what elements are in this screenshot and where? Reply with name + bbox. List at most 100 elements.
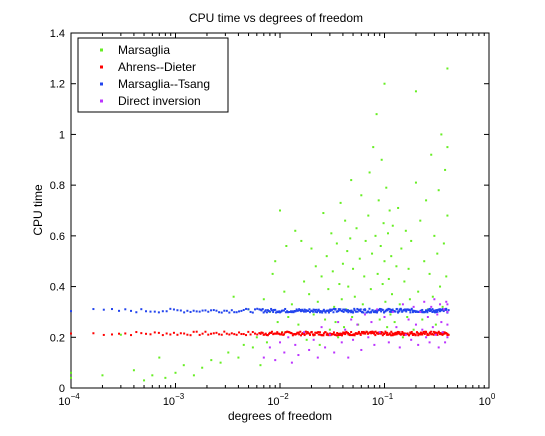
x-axis-label: degrees of freedom [228,409,332,423]
data-point-ahrens-dieter [204,330,207,333]
data-point-marsaglia-tsang [350,311,353,314]
data-point-marsaglia [305,338,308,341]
data-point-ahrens-dieter [394,331,397,334]
data-point-ahrens-dieter [149,333,152,336]
data-point-marsaglia-tsang [92,308,95,311]
x-tick-exponent: −2 [280,392,290,401]
data-point-ahrens-dieter [259,332,262,335]
data-point-marsaglia [439,285,442,288]
data-point-marsaglia-tsang [352,311,355,314]
data-point-marsaglia [349,237,352,240]
data-point-marsaglia [381,283,384,286]
data-point-marsaglia-tsang [398,310,401,313]
data-point-direct-inversion [446,336,449,339]
legend-marker [100,48,103,52]
data-point-ahrens-dieter [347,333,350,336]
data-point-ahrens-dieter [380,332,383,335]
data-point-marsaglia-tsang [331,308,334,311]
data-point-direct-inversion [376,308,379,311]
data-point-ahrens-dieter [102,333,105,336]
data-point-ahrens-dieter [220,333,223,336]
data-point-marsaglia-tsang [380,308,383,311]
data-point-marsaglia-tsang [348,310,351,313]
data-point-marsaglia-tsang [337,310,340,313]
data-point-ahrens-dieter [336,332,339,335]
data-point-marsaglia [377,199,380,202]
data-point-ahrens-dieter [266,334,269,337]
data-point-marsaglia-tsang [435,309,438,312]
data-point-ahrens-dieter [440,332,443,335]
data-point-direct-inversion [370,321,373,324]
data-point-direct-inversion [417,343,420,346]
data-point-marsaglia-tsang [399,308,402,311]
data-point-ahrens-dieter [439,333,442,336]
data-point-marsaglia [343,326,346,329]
data-point-marsaglia-tsang [245,307,248,310]
data-point-direct-inversion [445,300,448,303]
data-point-marsaglia-tsang [312,308,315,311]
data-point-marsaglia-tsang [332,311,335,314]
data-point-ahrens-dieter [307,332,310,335]
data-point-marsaglia-tsang [433,311,436,314]
data-point-marsaglia-tsang [218,311,221,314]
data-point-ahrens-dieter [210,332,213,335]
data-point-ahrens-dieter [153,331,156,334]
data-point-ahrens-dieter [298,333,301,336]
data-point-marsaglia-tsang [375,309,378,312]
data-point-ahrens-dieter [362,332,365,335]
data-point-marsaglia-tsang [292,311,295,314]
data-point-marsaglia-tsang [298,308,301,311]
data-point-ahrens-dieter [299,330,302,333]
data-points [70,67,450,382]
y-tick-label: 1 [59,129,65,141]
data-point-marsaglia [324,318,327,321]
data-point-marsaglia-tsang [235,311,238,314]
data-point-ahrens-dieter [433,331,436,334]
data-point-ahrens-dieter [399,333,402,336]
data-point-marsaglia-tsang [430,309,433,312]
data-point-marsaglia-tsang [378,307,381,310]
data-point-marsaglia-tsang [390,310,393,313]
data-point-marsaglia-tsang [421,308,424,311]
data-point-marsaglia [355,227,358,230]
data-point-marsaglia-tsang [207,310,210,313]
data-point-ahrens-dieter [145,332,148,335]
data-point-marsaglia-tsang [447,309,450,312]
data-point-marsaglia [425,199,428,202]
data-point-marsaglia [297,323,300,326]
data-point-marsaglia [303,280,306,283]
data-point-marsaglia-tsang [303,310,306,313]
data-point-marsaglia [300,239,303,242]
data-point-ahrens-dieter [412,332,415,335]
data-point-marsaglia-tsang [284,311,287,314]
data-point-ahrens-dieter [165,332,168,335]
data-point-ahrens-dieter [437,330,440,333]
data-point-marsaglia-tsang [215,309,218,312]
data-point-marsaglia [341,262,344,265]
data-point-marsaglia-tsang [301,309,304,312]
data-point-ahrens-dieter [337,334,340,337]
data-point-marsaglia [421,318,424,321]
data-point-ahrens-dieter [425,331,428,334]
data-point-direct-inversion [328,333,331,336]
data-point-marsaglia [433,234,436,237]
data-point-marsaglia [182,364,185,367]
data-point-ahrens-dieter [374,334,377,337]
data-point-marsaglia [371,252,374,255]
data-point-ahrens-dieter [260,331,263,334]
data-point-ahrens-dieter [309,333,312,336]
data-point-marsaglia [70,376,72,379]
data-point-marsaglia [290,303,293,306]
data-point-marsaglia-tsang [353,309,356,312]
data-point-marsaglia-tsang [362,311,365,314]
data-point-direct-inversion [414,323,417,326]
data-point-direct-inversion [410,338,413,341]
data-point-ahrens-dieter [316,331,319,334]
data-point-marsaglia-tsang [240,309,243,312]
data-point-marsaglia [119,333,122,336]
data-point-ahrens-dieter [277,332,280,335]
data-point-marsaglia-tsang [320,310,323,313]
data-point-marsaglia-tsang [210,309,213,312]
data-point-marsaglia [232,295,235,298]
data-point-direct-inversion [274,359,277,362]
